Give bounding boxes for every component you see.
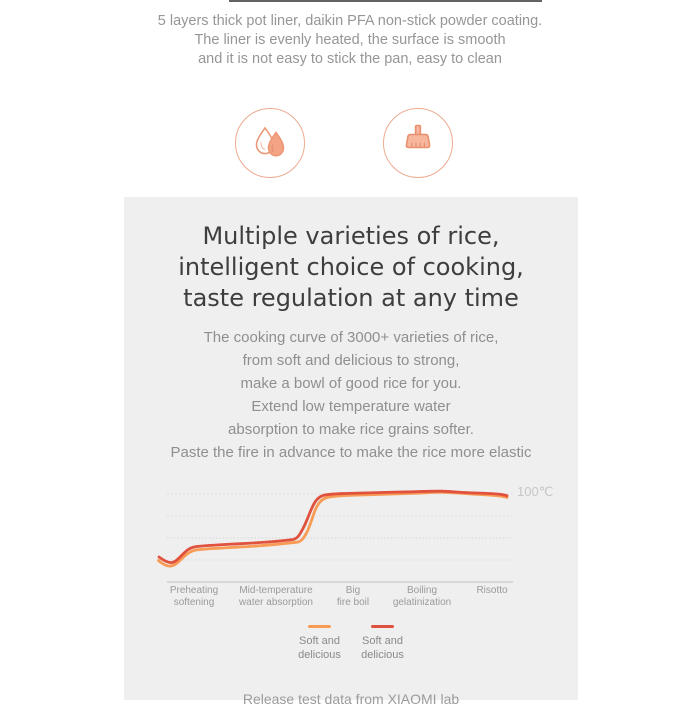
legend-item-dark: Soft and delicious (355, 625, 411, 662)
cutoff-caption: Release test data from XIAOMI lab (242, 691, 460, 707)
stage-label-big-fire: Big fire boil (336, 585, 370, 608)
curve-soft-dark (157, 489, 509, 564)
legend-item-light: Soft and delicious (292, 625, 348, 662)
water-drops-icon (250, 121, 290, 166)
top-edge-remnant (229, 0, 542, 2)
rice-section-panel: Multiple varieties of rice, intelligent … (124, 197, 578, 707)
section-heading: Multiple varieties of rice, intelligent … (124, 197, 578, 314)
heading-line: intelligent choice of cooking, (178, 253, 524, 281)
heading-line: Multiple varieties of rice, (202, 222, 500, 250)
body-line: Paste the fire in advance to make the ri… (170, 444, 532, 461)
legend-swatch-dark (371, 625, 394, 628)
body-line: Extend low temperature water (251, 398, 451, 415)
intro-line: and it is not easy to stick the pan, eas… (198, 51, 502, 67)
non-stick-feature-circle (235, 108, 305, 178)
stage-label-boiling: Boiling gelatinization (392, 585, 452, 608)
legend-swatch-light (308, 625, 331, 628)
temp-100c-label: 100℃ (517, 484, 554, 499)
body-line: absorption to make rice grains softer. (228, 421, 474, 438)
easy-clean-feature-circle (383, 108, 453, 178)
intro-line: 5 layers thick pot liner, daikin PFA non… (157, 13, 543, 29)
intro-paragraph: 5 layers thick pot liner, daikin PFA non… (0, 12, 700, 69)
brush-icon (398, 121, 438, 166)
body-line: The cooking curve of 3000+ varieties of … (203, 329, 499, 346)
heading-line: taste regulation at any time (183, 284, 519, 312)
stage-label-risotto: Risotto (476, 585, 508, 596)
chart-legend: Soft and delicious Soft and delicious (124, 625, 578, 662)
intro-line: The liner is evenly heated, the surface … (194, 32, 506, 48)
cooking-curve-chart (157, 489, 513, 583)
curve-soft-light (157, 490, 509, 568)
feature-icons-row (0, 108, 694, 178)
body-line: make a bowl of good rice for you. (240, 375, 462, 392)
body-line: from soft and delicious to strong, (242, 352, 460, 369)
section-body: The cooking curve of 3000+ varieties of … (124, 326, 578, 464)
stage-label-preheating: Preheating softening (169, 585, 219, 608)
stage-label-mid-temperature: Mid-temperature water absorption (239, 585, 313, 608)
